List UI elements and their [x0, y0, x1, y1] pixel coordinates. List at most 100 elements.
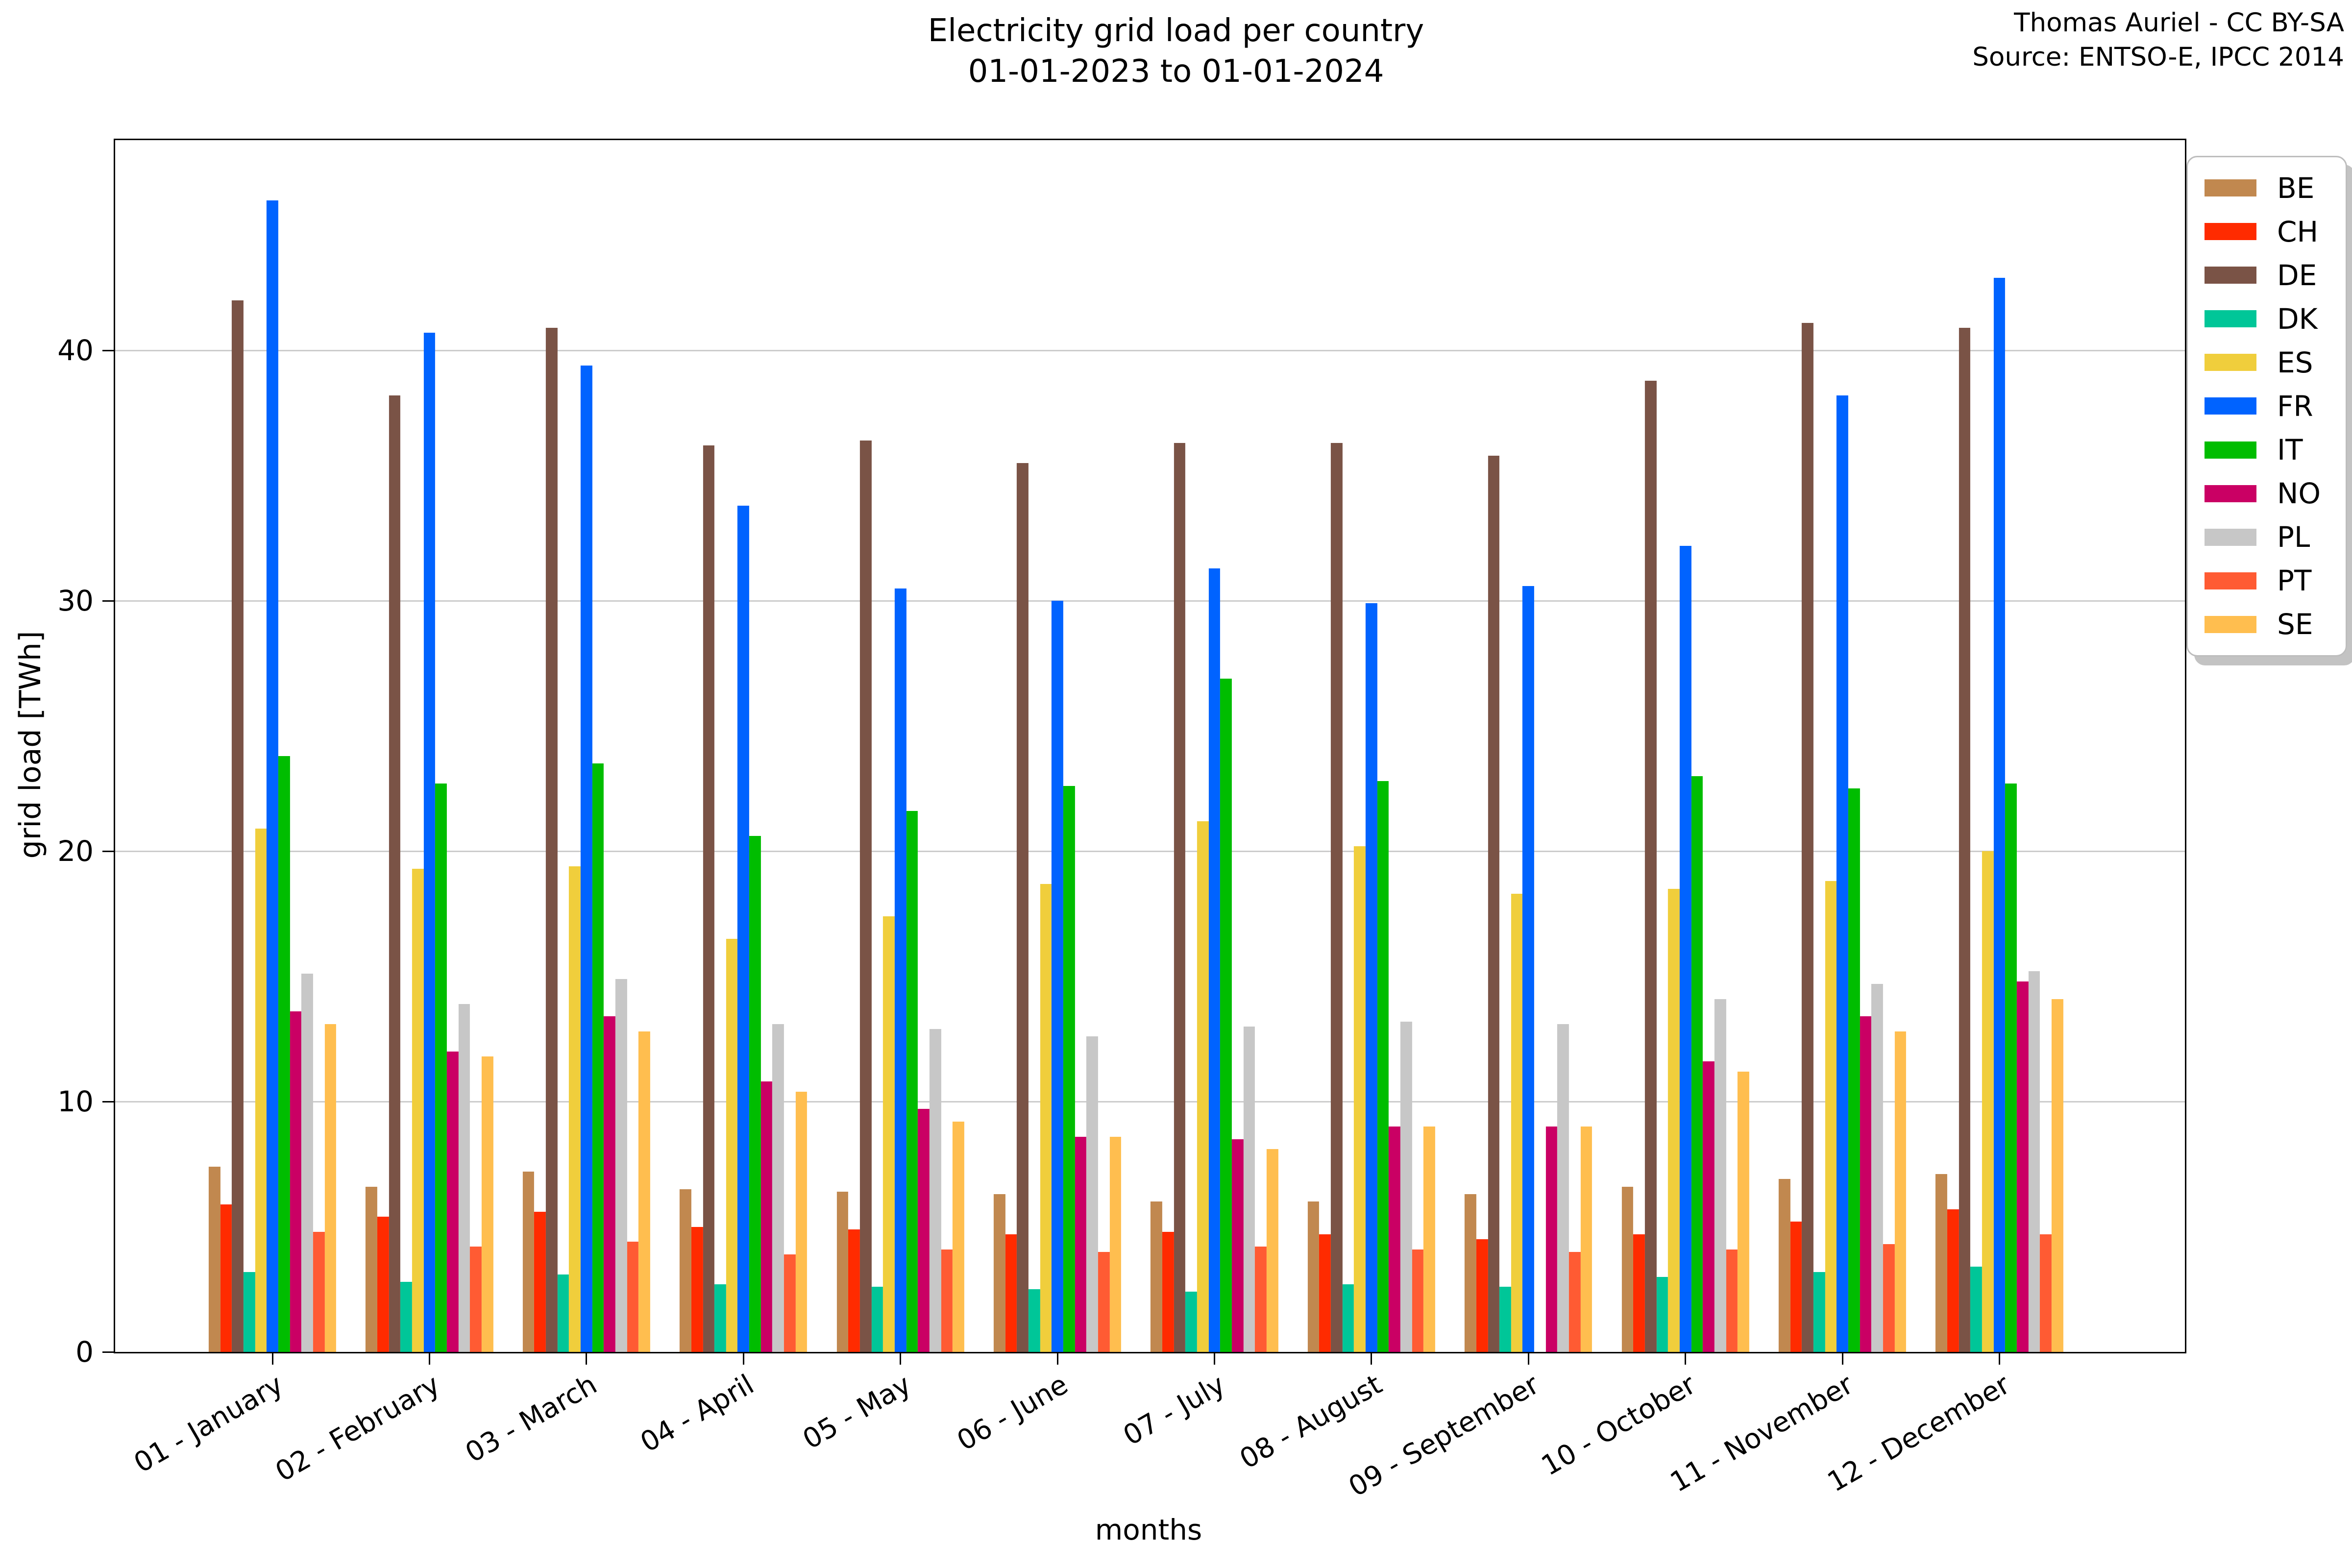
legend-item-DE: DE [2205, 259, 2346, 292]
bar-NO-month-5 [918, 1109, 930, 1352]
bar-DK-month-8 [1342, 1284, 1354, 1352]
plot-area: 0 10 20 30 40 01 - January 02 - February 03 - M… [57, 139, 2186, 1503]
bar-ES-month-6 [1040, 883, 1052, 1352]
bar-SE-month-4 [795, 1091, 808, 1352]
bar-DE-month-3 [546, 328, 558, 1352]
bar-DE-month-6 [1017, 463, 1029, 1352]
bar-group-3 [522, 140, 650, 1352]
bar-FR-month-1 [267, 200, 278, 1352]
bar-IT-month-6 [1063, 786, 1075, 1352]
legend-label-BE: BE [2277, 171, 2315, 205]
bar-FR-month-2 [423, 333, 436, 1352]
bar-BE-month-4 [680, 1189, 691, 1352]
bar-BE-month-8 [1307, 1201, 1320, 1352]
legend-swatch-PL [2205, 528, 2256, 546]
bar-DE-month-9 [1488, 455, 1500, 1352]
bar-ES-month-3 [569, 866, 581, 1352]
bar-DK-month-11 [1813, 1272, 1825, 1352]
bar-DE-month-4 [703, 445, 715, 1352]
bar-ES-month-2 [412, 868, 424, 1352]
legend-label-PL: PL [2277, 520, 2310, 554]
legend-item-DK: DK [2205, 302, 2346, 336]
bar-BE-month-6 [993, 1194, 1005, 1352]
bar-PL-month-6 [1086, 1036, 1098, 1352]
bar-IT-month-11 [1848, 788, 1860, 1352]
bar-PT-month-2 [470, 1247, 482, 1352]
bar-BE-month-9 [1465, 1194, 1476, 1352]
bar-CH-month-7 [1162, 1231, 1174, 1352]
gridline-30 [115, 600, 2185, 602]
x-tick-label-8: 08 - August [1234, 1369, 1388, 1475]
bar-IT-month-12 [2005, 784, 2017, 1352]
x-tick-6 [1056, 1353, 1058, 1365]
bar-NO-month-12 [2016, 981, 2029, 1352]
bar-DE-month-11 [1802, 323, 1813, 1352]
bar-PT-month-9 [1569, 1251, 1581, 1352]
bar-group-12 [1936, 140, 2063, 1352]
bar-BE-month-5 [836, 1192, 849, 1352]
legend-swatch-FR [2205, 397, 2256, 415]
bar-CH-month-5 [848, 1229, 860, 1352]
bar-PL-month-3 [615, 979, 627, 1352]
x-tick-label-6: 06 - June [952, 1369, 1074, 1457]
y-axis-label: grid load [TWh] [13, 631, 48, 859]
attribution: Thomas Auriel - CC BY-SA Source: ENTSO-E… [1972, 6, 2344, 74]
bar-IT-month-7 [1220, 678, 1232, 1352]
legend-swatch-NO [2205, 485, 2256, 502]
legend-item-ES: ES [2205, 346, 2346, 379]
bar-FR-month-7 [1208, 568, 1221, 1352]
legend-swatch-DK [2205, 310, 2256, 328]
bar-PL-month-8 [1400, 1021, 1412, 1352]
bar-DE-month-8 [1331, 443, 1343, 1352]
bar-group-4 [680, 140, 808, 1352]
bar-BE-month-3 [522, 1172, 535, 1352]
bar-DE-month-12 [1959, 328, 1971, 1352]
bar-DE-month-5 [859, 441, 872, 1352]
bar-PL-month-12 [2028, 971, 2040, 1352]
bar-group-2 [366, 140, 493, 1352]
bar-SE-month-10 [1738, 1071, 1749, 1352]
bar-DK-month-2 [400, 1281, 412, 1352]
legend-item-NO: NO [2205, 477, 2346, 510]
bar-ES-month-10 [1668, 888, 1680, 1352]
legend-item-BE: BE [2205, 172, 2346, 205]
bar-BE-month-12 [1936, 1174, 1947, 1352]
x-tick-7 [1213, 1353, 1215, 1365]
bar-PL-month-1 [301, 974, 313, 1352]
bar-CH-month-11 [1790, 1222, 1802, 1352]
y-tick-10 [102, 1101, 114, 1102]
x-tick-label-1: 01 - January [128, 1369, 289, 1479]
bar-NO-month-9 [1545, 1127, 1558, 1352]
legend-label-ES: ES [2277, 345, 2313, 379]
bar-DE-month-10 [1644, 380, 1657, 1352]
x-tick-11 [1841, 1353, 1843, 1365]
bar-SE-month-7 [1266, 1149, 1278, 1352]
y-tick-label-20: 20 [57, 834, 94, 868]
bar-ES-month-7 [1197, 821, 1209, 1352]
bar-IT-month-4 [749, 836, 761, 1352]
bar-FR-month-3 [580, 365, 592, 1352]
bar-FR-month-6 [1052, 601, 1063, 1352]
legend-label-PT: PT [2277, 564, 2312, 598]
attribution-source: Source: ENTSO-E, IPCC 2014 [1972, 42, 2344, 72]
bar-PT-month-4 [784, 1254, 796, 1352]
bar-ES-month-1 [255, 829, 267, 1352]
legend-label-SE: SE [2277, 608, 2313, 641]
legend-swatch-BE [2205, 179, 2256, 197]
bar-DK-month-6 [1028, 1289, 1040, 1352]
bar-SE-month-3 [638, 1031, 650, 1352]
bar-PL-month-5 [929, 1029, 941, 1352]
bar-SE-month-5 [953, 1121, 964, 1352]
bar-BE-month-1 [208, 1166, 220, 1352]
chart-title-line2: 01-01-2023 to 01-01-2024 [968, 53, 1384, 90]
bar-DE-month-7 [1174, 443, 1186, 1352]
bar-CH-month-8 [1319, 1234, 1331, 1352]
bar-PL-month-9 [1557, 1024, 1569, 1352]
x-tick-label-2: 02 - February [270, 1369, 445, 1488]
bar-group-10 [1621, 140, 1749, 1352]
bar-PL-month-4 [772, 1024, 784, 1352]
legend-swatch-CH [2205, 223, 2256, 241]
bar-DK-month-9 [1499, 1287, 1511, 1352]
bar-PT-month-7 [1255, 1247, 1267, 1352]
legend-item-SE: SE [2205, 608, 2346, 641]
